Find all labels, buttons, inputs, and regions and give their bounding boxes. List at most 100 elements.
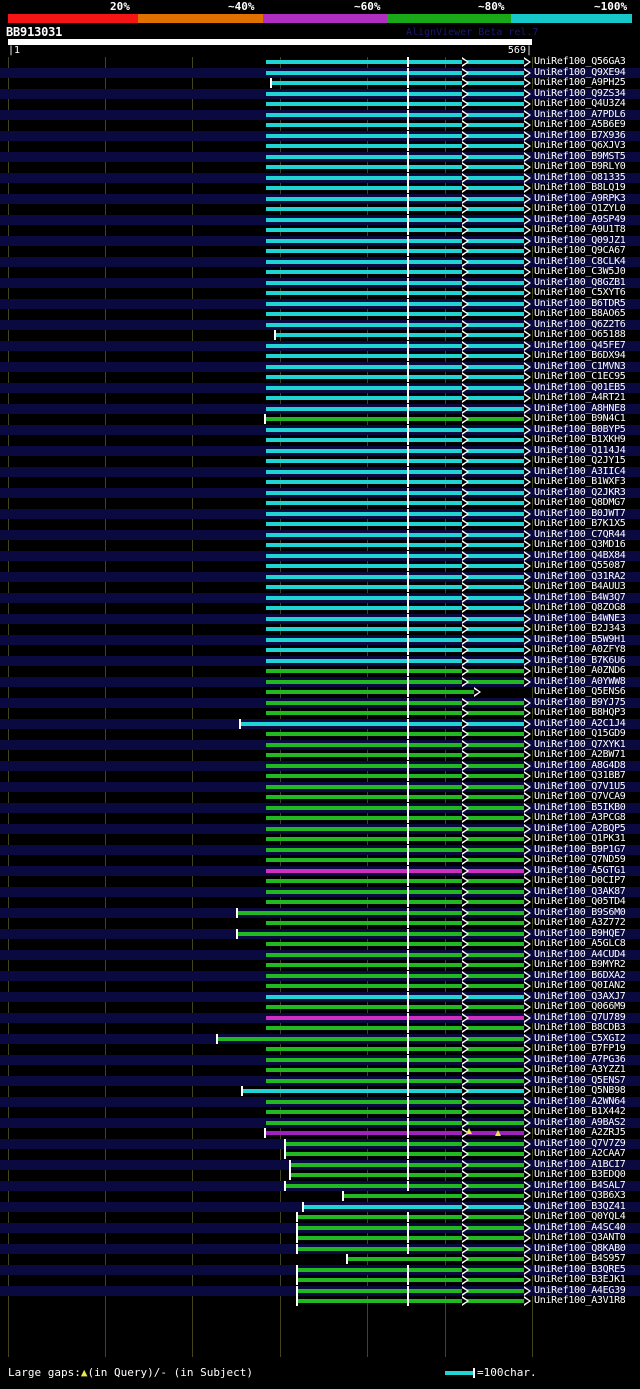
alignment-bar[interactable] [266, 879, 528, 883]
alignment-bar[interactable] [298, 1289, 528, 1293]
alignment-row[interactable]: UniRef100_Q7XYK1 [0, 740, 640, 750]
hit-label[interactable]: UniRef100_Q2JY15 [534, 455, 626, 466]
alignment-row[interactable]: UniRef100_C3W5J0 [0, 267, 640, 277]
alignment-bar[interactable] [266, 816, 528, 820]
alignment-bar[interactable] [266, 848, 528, 852]
hit-label[interactable]: UniRef100_B1WXF3 [534, 476, 626, 487]
hit-label[interactable]: UniRef100_A5GLC8 [534, 938, 626, 949]
alignment-bar[interactable] [266, 501, 528, 505]
alignment-bar[interactable] [266, 743, 528, 747]
alignment-row[interactable]: UniRef100_Q3AXJ7 [0, 992, 640, 1002]
alignment-row[interactable]: UniRef100_B9HQE7 [0, 929, 640, 939]
hit-label[interactable]: UniRef100_Q31BB7 [534, 770, 626, 781]
alignment-row[interactable]: UniRef100_A4SC40 [0, 1223, 640, 1233]
hit-label[interactable]: UniRef100_B3QZ41 [534, 1201, 626, 1212]
alignment-bar[interactable] [266, 795, 528, 799]
alignment-row[interactable]: UniRef100_Q09JZ1 [0, 236, 640, 246]
hit-label[interactable]: UniRef100_Q1PK31 [534, 833, 626, 844]
hit-label[interactable]: UniRef100_Q56GA3 [534, 56, 626, 67]
alignment-row[interactable]: UniRef100_B3EJK1 [0, 1275, 640, 1285]
hit-label[interactable]: UniRef100_A7PG36 [534, 1054, 626, 1065]
alignment-bar[interactable] [266, 984, 528, 988]
alignment-row[interactable]: UniRef100_A3PCG8 [0, 813, 640, 823]
alignment-row[interactable]: UniRef100_B4W3Q7 [0, 593, 640, 603]
hit-label[interactable]: UniRef100_Q7V7Z9 [534, 1138, 626, 1149]
alignment-bar[interactable] [266, 606, 528, 610]
alignment-row[interactable]: UniRef100_B1XKH9 [0, 435, 640, 445]
alignment-row[interactable]: UniRef100_C1EC95 [0, 372, 640, 382]
alignment-bar[interactable] [266, 155, 528, 159]
alignment-row[interactable]: UniRef100_B5W9H1 [0, 635, 640, 645]
alignment-bar[interactable] [266, 764, 528, 768]
alignment-row[interactable]: UniRef100_Q5ENS6 [0, 687, 640, 697]
alignment-row[interactable]: UniRef100_B9YJ75 [0, 698, 640, 708]
alignment-bar[interactable] [266, 921, 528, 925]
alignment-row[interactable]: UniRef100_Q1ZYL0 [0, 204, 640, 214]
alignment-row[interactable]: UniRef100_C5XYT6 [0, 288, 640, 298]
hit-label[interactable]: UniRef100_Q2JKR3 [534, 487, 626, 498]
alignment-bar[interactable] [266, 827, 528, 831]
hit-label[interactable]: UniRef100_B5W9H1 [534, 634, 626, 645]
hit-label[interactable]: UniRef100_Q0IAN2 [534, 980, 626, 991]
hit-label[interactable]: UniRef100_Q066M9 [534, 1001, 626, 1012]
alignment-row[interactable]: UniRef100_A5GTG1 [0, 866, 640, 876]
alignment-bar[interactable] [266, 1058, 528, 1062]
alignment-bar[interactable] [266, 858, 528, 862]
alignment-row[interactable]: UniRef100_A2BQP5 [0, 824, 640, 834]
hit-label[interactable]: UniRef100_A3V1R8 [534, 1295, 626, 1306]
alignment-row[interactable]: UniRef100_B7FP19 [0, 1044, 640, 1054]
alignment-bar[interactable] [266, 438, 528, 442]
alignment-bar[interactable] [266, 648, 528, 652]
alignment-bar[interactable] [266, 1079, 528, 1083]
hit-label[interactable]: UniRef100_Q6XJV3 [534, 140, 626, 151]
alignment-bar[interactable] [266, 323, 528, 327]
alignment-row[interactable]: UniRef100_C8CLK4 [0, 257, 640, 267]
alignment-bar[interactable] [266, 890, 528, 894]
alignment-bar[interactable] [348, 1257, 528, 1261]
hit-label[interactable]: UniRef100_B3QRE5 [534, 1264, 626, 1275]
hit-label[interactable]: UniRef100_B7X936 [534, 130, 626, 141]
alignment-row[interactable]: UniRef100_B9S6M0 [0, 908, 640, 918]
alignment-row[interactable]: UniRef100_C1MVN3 [0, 362, 640, 372]
alignment-bar[interactable] [266, 270, 528, 274]
hit-label[interactable]: UniRef100_Q3ANT0 [534, 1232, 626, 1243]
alignment-row[interactable]: UniRef100_Q0IAN2 [0, 981, 640, 991]
hit-label[interactable]: UniRef100_A9PH25 [534, 77, 626, 88]
hit-label[interactable]: UniRef100_Q3MD16 [534, 539, 626, 550]
alignment-bar[interactable] [266, 123, 528, 127]
hit-label[interactable]: UniRef100_Q114J4 [534, 445, 626, 456]
alignment-bar[interactable] [266, 596, 528, 600]
alignment-row[interactable]: UniRef100_A2C1J4 [0, 719, 640, 729]
alignment-row[interactable]: UniRef100_Q9ZS34 [0, 89, 640, 99]
alignment-bar[interactable] [266, 554, 528, 558]
alignment-bar[interactable] [266, 701, 528, 705]
alignment-bar[interactable] [266, 1047, 528, 1051]
hit-label[interactable]: UniRef100_B8CDB3 [534, 1022, 626, 1033]
alignment-row[interactable]: UniRef100_B6TDR5 [0, 299, 640, 309]
hit-label[interactable]: UniRef100_Q8GZB1 [534, 277, 626, 288]
hit-label[interactable]: UniRef100_B4S957 [534, 1253, 626, 1264]
hit-label[interactable]: UniRef100_B5IKB0 [534, 802, 626, 813]
alignment-row[interactable]: UniRef100_A9BAS2 [0, 1118, 640, 1128]
alignment-row[interactable]: UniRef100_Q3AK87 [0, 887, 640, 897]
alignment-bar[interactable] [266, 617, 528, 621]
alignment-row[interactable]: UniRef100_Q01EB5 [0, 383, 640, 393]
alignment-row[interactable]: UniRef100_Q8KAB0 [0, 1244, 640, 1254]
alignment-bar[interactable] [266, 207, 528, 211]
hit-label[interactable]: UniRef100_A2C1J4 [534, 718, 626, 729]
alignment-bar[interactable] [266, 953, 528, 957]
alignment-row[interactable]: UniRef100_C7QR44 [0, 530, 640, 540]
alignment-row[interactable]: UniRef100_Q0YQL4 [0, 1212, 640, 1222]
alignment-row[interactable]: UniRef100_Q114J4 [0, 446, 640, 456]
alignment-bar[interactable] [266, 753, 528, 757]
hit-label[interactable]: UniRef100_B8LQ19 [534, 182, 626, 193]
alignment-bar[interactable] [266, 543, 528, 547]
hit-label[interactable]: UniRef100_A8G4D8 [534, 760, 626, 771]
alignment-row[interactable]: UniRef100_B4S957 [0, 1254, 640, 1264]
alignment-bar[interactable] [266, 102, 528, 106]
alignment-bar[interactable] [266, 480, 528, 484]
alignment-row[interactable]: UniRef100_B7K6U6 [0, 656, 640, 666]
alignment-row[interactable]: UniRef100_B1WXF3 [0, 477, 640, 487]
hit-label[interactable]: UniRef100_B1XKH9 [534, 434, 626, 445]
alignment-bar[interactable] [266, 386, 528, 390]
